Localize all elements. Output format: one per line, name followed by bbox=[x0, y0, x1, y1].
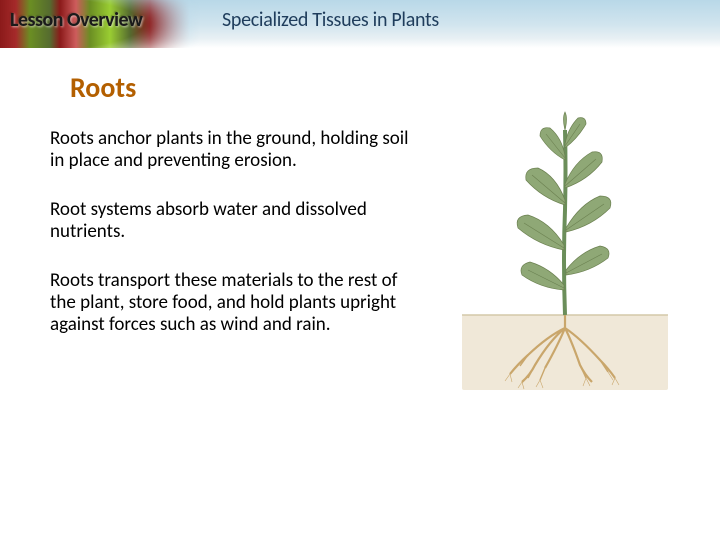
slide-header: Lesson Overview Specialized Tissues in P… bbox=[0, 0, 720, 48]
paragraph-1: Roots anchor plants in the ground, holdi… bbox=[50, 128, 410, 173]
lesson-overview-label: Lesson Overview bbox=[10, 8, 142, 32]
paragraph-3: Roots transport these materials to the r… bbox=[50, 270, 410, 337]
plant-svg bbox=[450, 110, 680, 410]
chapter-title: Specialized Tissues in Plants bbox=[222, 8, 439, 32]
body-text: Roots anchor plants in the ground, holdi… bbox=[50, 128, 410, 363]
paragraph-2: Root systems absorb water and dissolved … bbox=[50, 199, 410, 244]
plant-figure bbox=[450, 110, 680, 410]
section-title: Roots bbox=[70, 70, 136, 105]
